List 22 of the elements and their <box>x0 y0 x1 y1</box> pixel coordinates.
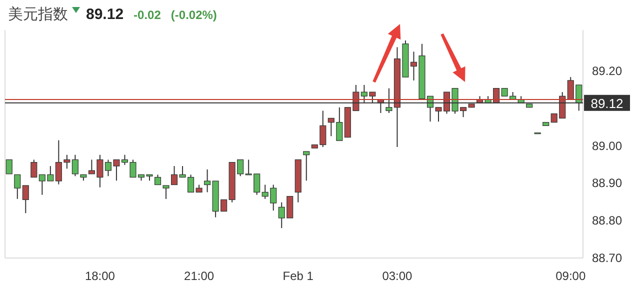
y-tick-label: 88.80 <box>592 214 622 228</box>
x-tick-label: 21:00 <box>184 269 214 283</box>
candlestick <box>6 159 12 174</box>
y-tick-label: 89.20 <box>592 64 622 78</box>
x-tick-label: 03:00 <box>382 269 413 283</box>
y-tick-label: 88.70 <box>592 251 622 265</box>
x-tick-label: Feb 1 <box>282 269 314 283</box>
candlestick <box>22 184 29 214</box>
y-tick-label: 89.00 <box>592 138 622 153</box>
candlestick <box>72 154 78 177</box>
candlestick <box>154 174 162 186</box>
chart-title: 美元指数 <box>8 6 68 23</box>
ref-line-label: 89.12 <box>590 96 624 111</box>
candlestick <box>303 150 310 182</box>
candlestick <box>162 184 170 200</box>
header: 美元指数 89.12 -0.02 (-0.02%) <box>8 6 217 23</box>
x-tick-label: 18:00 <box>84 269 116 283</box>
candlestick <box>30 159 38 178</box>
candlestick <box>14 174 21 200</box>
candlestick <box>204 168 211 193</box>
y-tick-label: 88.90 <box>592 176 622 190</box>
x-tick-label: 09:00 <box>556 269 586 283</box>
